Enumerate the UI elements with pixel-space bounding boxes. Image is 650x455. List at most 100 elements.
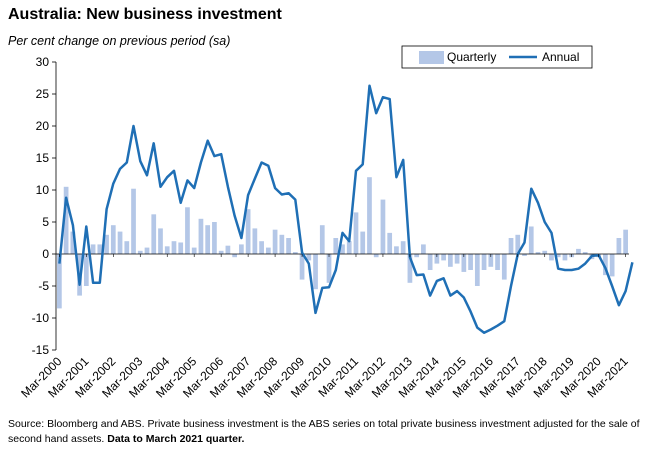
quarterly-bar xyxy=(171,241,177,254)
quarterly-bar xyxy=(447,254,453,267)
quarterly-bar xyxy=(57,254,62,309)
annual-line-layer xyxy=(58,84,634,334)
legend-quarterly-swatch xyxy=(419,51,444,64)
y-axis: -15 -10 -5 0 5 10 15 20 25 30 xyxy=(32,55,56,357)
quarterly-bar xyxy=(387,232,393,254)
quarterly-bar xyxy=(225,245,231,254)
quarterly-bar xyxy=(245,209,251,254)
quarterly-bar xyxy=(434,254,440,264)
quarterly-bar xyxy=(367,177,372,254)
quarterly-bar xyxy=(427,254,433,270)
legend-annual-label: Annual xyxy=(542,50,579,64)
y-tick-label: 5 xyxy=(42,215,49,229)
quarterly-bar xyxy=(292,252,298,254)
quarterly-bar xyxy=(191,247,197,254)
quarterly-bar xyxy=(407,254,413,283)
source-note: Source: Bloomberg and ABS. Private busin… xyxy=(8,417,644,447)
legend-box xyxy=(401,45,593,69)
quarterly-bar xyxy=(319,225,325,254)
y-tick-label: 30 xyxy=(36,55,50,69)
quarterly-bar xyxy=(562,254,568,261)
x-axis: Mar-2000Mar-2001Mar-2002Mar-2003Mar-2004… xyxy=(18,254,631,400)
quarterly-bar xyxy=(400,241,406,254)
quarterly-bar xyxy=(259,241,264,254)
quarterly-bar xyxy=(70,231,76,254)
y-tick-label: 25 xyxy=(36,87,50,101)
quarterly-bar xyxy=(164,246,170,254)
y-tick-label: -15 xyxy=(32,343,50,357)
quarterly-bar xyxy=(279,234,285,254)
y-tick-label: 15 xyxy=(36,151,50,165)
quarterly-bar xyxy=(137,250,143,254)
quarterly-bar xyxy=(623,229,628,254)
quarterly-bar xyxy=(333,238,339,254)
quarterly-bar xyxy=(394,246,399,254)
quarterly-bar xyxy=(528,226,534,254)
quarterly-bar xyxy=(218,250,224,254)
quarterly-bar xyxy=(346,241,352,254)
quarterly-bar xyxy=(488,254,494,267)
source-text: Source: Bloomberg and ABS. Private busin… xyxy=(8,418,640,445)
quarterly-bar xyxy=(185,207,190,254)
quarterly-bar xyxy=(205,225,211,254)
quarterly-bar xyxy=(353,212,359,254)
axes xyxy=(55,62,629,350)
quarterly-bar xyxy=(421,244,426,254)
y-tick-label: 20 xyxy=(36,119,50,133)
quarterly-bar xyxy=(131,188,136,254)
quarterly-bar xyxy=(252,228,258,254)
quarterly-bar xyxy=(117,231,123,254)
quarterly-bar xyxy=(501,254,507,280)
source-bold: Data to March 2021 quarter. xyxy=(107,433,245,445)
quarterly-bar xyxy=(90,244,96,254)
quarterly-bar xyxy=(299,254,305,280)
quarterly-bar xyxy=(198,218,204,254)
quarterly-bar xyxy=(522,254,527,256)
quarterly-bar xyxy=(441,254,446,261)
quarterly-bar xyxy=(603,254,608,276)
quarterly-bar xyxy=(454,254,460,264)
quarterly-bar xyxy=(582,252,588,254)
quarterly-bar xyxy=(616,238,622,254)
quarterly-bar xyxy=(461,254,467,272)
quarterly-bar xyxy=(576,248,581,254)
annual-line xyxy=(58,84,634,334)
quarterly-bar xyxy=(151,214,157,254)
quarterly-bar xyxy=(508,238,514,254)
y-tick-label: 10 xyxy=(36,183,50,197)
quarterly-bar xyxy=(380,199,386,254)
quarterly-bar xyxy=(495,254,500,270)
y-tick-label: 0 xyxy=(42,247,49,261)
chart-subtitle: Per cent change on previous period (sa) xyxy=(8,34,231,48)
quarterly-bar xyxy=(542,250,548,254)
quarterly-bar xyxy=(360,231,366,254)
quarterly-bar xyxy=(340,244,345,254)
quarterly-bar xyxy=(110,225,116,254)
quarterly-bar xyxy=(272,229,278,254)
quarterly-bar xyxy=(212,222,217,254)
quarterly-bar xyxy=(104,234,109,254)
quarterly-bar xyxy=(474,254,480,286)
quarterly-bar xyxy=(124,241,130,254)
quarterly-bar xyxy=(481,254,487,270)
quarterly-bar xyxy=(326,254,332,283)
quarterly-bar xyxy=(373,254,379,258)
quarterly-bar xyxy=(286,238,291,254)
quarterly-bar xyxy=(468,254,473,270)
quarterly-bars xyxy=(57,177,628,309)
legend: Quarterly Annual xyxy=(401,45,593,69)
quarterly-bar xyxy=(414,254,420,258)
quarterly-bar xyxy=(306,254,312,261)
chart-title: Australia: New business investment xyxy=(8,6,282,23)
quarterly-bar xyxy=(232,254,238,258)
quarterly-bar xyxy=(178,242,184,254)
legend-quarterly-label: Quarterly xyxy=(447,50,496,64)
quarterly-bar xyxy=(158,228,163,254)
quarterly-bar xyxy=(63,186,69,254)
quarterly-bar xyxy=(144,247,150,254)
quarterly-bar xyxy=(97,244,103,254)
quarterly-bar xyxy=(515,234,521,254)
quarterly-bar xyxy=(535,252,541,254)
quarterly-bar xyxy=(549,254,554,261)
